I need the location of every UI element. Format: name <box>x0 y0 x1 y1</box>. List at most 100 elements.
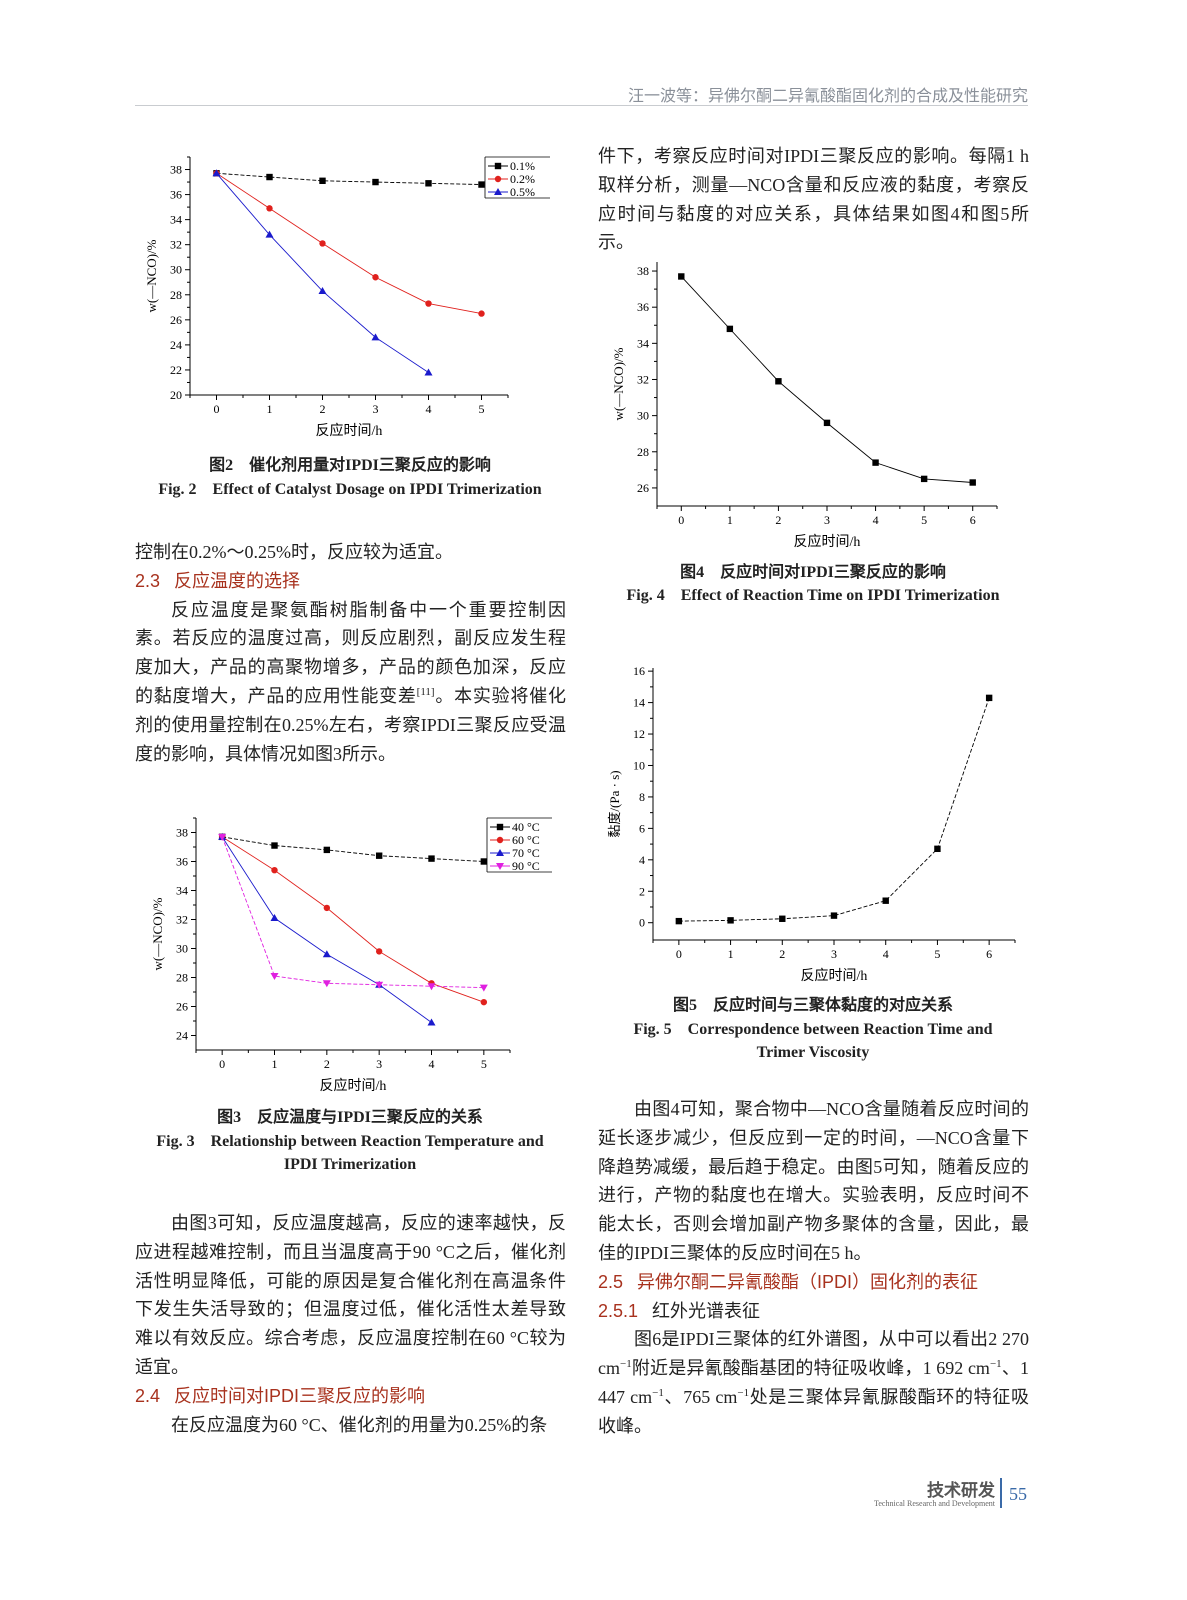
y-tick-label: 26 <box>170 313 182 327</box>
series-90 °C <box>218 833 488 992</box>
section-title: 异佛尔酮二异氰酸酯（IPDI）固化剂的表征 <box>637 1271 979 1292</box>
y-tick-label: 30 <box>176 942 188 956</box>
caption-fig5-en-2: Trimer Viscosity <box>756 1044 870 1061</box>
chart-svg: 0 1 2 3 4 52426283032343638反应时间/hw(—NCO)/%40 … <box>150 817 552 1094</box>
text: 处是三聚体异氰脲酸酯环的特征吸收峰。 <box>598 1386 1029 1436</box>
data-point <box>480 858 488 865</box>
data-point <box>270 973 279 981</box>
data-point <box>271 867 278 874</box>
superscript: −1 <box>989 1358 1002 1371</box>
caption-fig5-cn: 图5 反应时间与三聚体黏度的对应关系 <box>672 997 953 1014</box>
section-heading-2-3: 2.3 反应温度的选择 <box>135 567 566 596</box>
x-tick-label: 3 <box>376 1057 382 1071</box>
series-line <box>221 836 484 1003</box>
y-tick-label: 24 <box>170 338 182 352</box>
data-point <box>496 863 504 870</box>
right-text-block-1: 件下，考察反应时间对IPDI三聚反应的影响。每隔1 h取样分析，测量—NCO含量… <box>598 142 1029 257</box>
x-tick-label: 0 <box>219 1057 225 1071</box>
data-point <box>494 188 502 195</box>
series-line <box>216 172 482 186</box>
y-tick-label: 38 <box>176 826 188 840</box>
x-axis-label: 反应时间/h <box>794 533 861 550</box>
series-0 <box>675 694 993 925</box>
x-axis-label: 反应时间/h <box>320 1077 387 1094</box>
data-point <box>375 948 383 955</box>
paragraph: 控制在0.2%～0.25%时，反应较为适宜。 <box>135 542 453 562</box>
paragraph: 反应温度是聚氨酯树脂制备中一个重要控制因素。若反应的温度过高，则反应剧烈，副反应… <box>135 596 566 769</box>
page-number: 55 <box>1009 1484 1027 1504</box>
data-point <box>428 855 435 862</box>
paragraph: 由图4可知，聚合物中—NCO含量随着反应时间的延长逐步减少，但反应到一定的时间，… <box>598 1099 1029 1263</box>
data-point <box>496 849 504 856</box>
y-tick-label: 16 <box>633 664 645 678</box>
data-point <box>323 846 331 854</box>
paragraph: 图6是IPDI三聚体的红外谱图，从中可以看出2 270 cm−1附近是异氰酸酯基… <box>598 1325 1029 1440</box>
series-0 <box>678 273 976 486</box>
y-tick-label: 32 <box>176 913 188 927</box>
y-tick-label: 0 <box>639 916 645 930</box>
x-tick-label: 5 <box>921 513 927 527</box>
data-point <box>424 368 433 376</box>
y-tick-label: 2 <box>639 884 645 898</box>
section-number: 2.5.1 <box>598 1300 639 1321</box>
y-tick-label: 4 <box>639 853 645 867</box>
data-point <box>496 823 504 831</box>
y-tick-label: 14 <box>633 696 645 710</box>
y-tick-label: 28 <box>176 971 188 985</box>
y-tick-label: 28 <box>637 445 649 459</box>
data-point <box>872 459 879 466</box>
series-0.5% <box>212 169 433 376</box>
paragraph: 在反应温度为60 °C、催化剂的用量为0.25%的条 <box>171 1414 548 1435</box>
data-point <box>830 912 838 919</box>
series-0.2% <box>213 170 485 317</box>
y-axis-label: w(—NCO)/% <box>611 347 626 420</box>
data-point <box>478 310 485 317</box>
y-tick-label: 24 <box>176 1029 188 1043</box>
superscript: −1 <box>652 1386 664 1399</box>
data-point <box>478 181 485 188</box>
data-point <box>322 950 331 958</box>
y-tick-label: 10 <box>633 758 645 772</box>
data-point <box>496 836 504 844</box>
text: 反应温度是聚氨酯树脂制备中一个重要控制因素。若反应的温度过高，则反应剧烈，副反应… <box>135 599 566 706</box>
x-tick-label: 4 <box>426 402 432 416</box>
x-tick-label: 1 <box>728 947 734 961</box>
legend-item: 40 °C <box>490 820 540 834</box>
data-point <box>266 173 273 181</box>
data-point <box>480 998 488 1006</box>
caption-fig2-en: Fig. 2 Effect of Catalyst Dosage on IPDI… <box>158 481 542 498</box>
running-header: 汪一波等：异佛尔酮二异氰酸酯固化剂的合成及性能研究 <box>627 88 1028 105</box>
data-point <box>372 178 379 186</box>
y-tick-label: 6 <box>639 821 645 835</box>
x-tick-label: 1 <box>267 402 273 416</box>
footer-section-en: Technical Research and Development <box>874 1499 995 1508</box>
data-point <box>266 205 273 212</box>
y-axis-label: w(—NCO)/% <box>144 239 159 312</box>
x-tick-label: 2 <box>320 402 326 416</box>
section-title: 红外光谱表征 <box>652 1300 761 1321</box>
data-point <box>372 274 379 281</box>
x-tick-label: 5 <box>481 1057 487 1071</box>
legend-item: 0.2% <box>488 172 535 186</box>
caption-fig3-cn: 图3 反应温度与IPDI三聚反应的关系 <box>217 1109 483 1126</box>
x-tick-label: 1 <box>272 1057 278 1071</box>
x-tick-label: 4 <box>883 947 889 961</box>
series-line <box>680 276 973 483</box>
data-point <box>319 177 326 184</box>
data-point <box>427 983 436 991</box>
right-text-block-2: 由图4可知，聚合物中—NCO含量随着反应时间的延长逐步减少，但反应到一定的时间，… <box>598 1095 1029 1441</box>
data-point <box>270 914 279 922</box>
legend-label: 90 °C <box>512 859 540 873</box>
paragraph: 由图3可知，反应温度越高，反应的速率越快，反应进程越难控制，而且当温度高于90 … <box>135 1213 566 1377</box>
y-tick-label: 20 <box>170 388 182 402</box>
legend-item: 60 °C <box>490 833 540 847</box>
legend-label: 0.1% <box>510 159 535 173</box>
x-tick-label: 5 <box>479 402 485 416</box>
chart-fig2: 0 1 2 3 4 5 20 22 24 26 28 30 32 34 36 38 反应时间/h w(—NCO)/… <box>140 145 560 445</box>
x-tick-label: 0 <box>214 402 220 416</box>
caption-fig4-en: Fig. 4 Effect of Reaction Time on IPDI T… <box>626 587 1000 604</box>
y-tick-label: 38 <box>170 163 182 177</box>
y-tick-label: 36 <box>170 188 182 202</box>
x-tick-label: 3 <box>831 947 837 961</box>
